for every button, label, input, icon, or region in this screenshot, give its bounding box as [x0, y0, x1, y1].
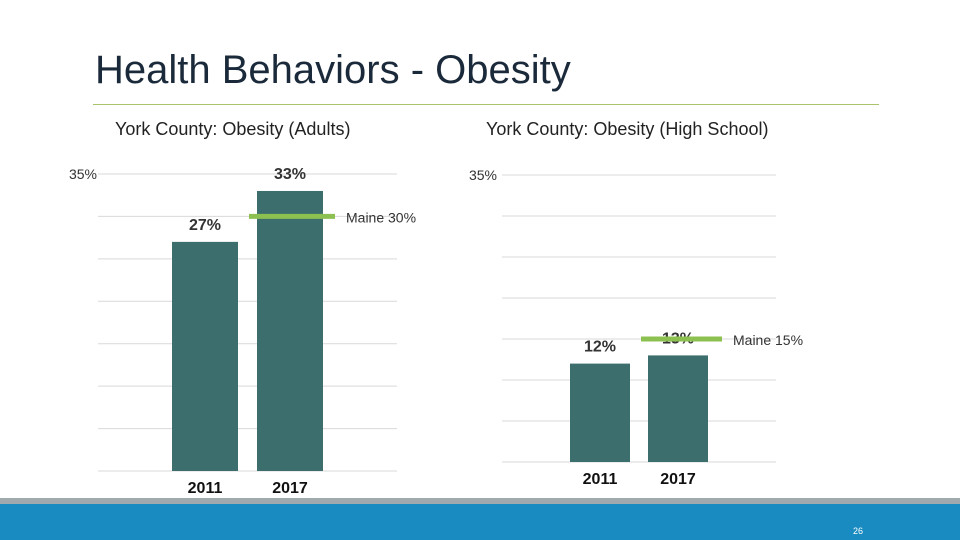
benchmark-label: Maine 30%	[346, 209, 416, 225]
bar-2011	[172, 241, 238, 471]
chart-title-high-school: York County: Obesity (High School)	[486, 119, 769, 139]
y-tick-label: 35%	[69, 166, 97, 182]
title-divider	[93, 104, 879, 105]
data-label: 27%	[189, 217, 221, 234]
data-label: 12%	[584, 339, 616, 356]
data-label: 33%	[274, 166, 306, 183]
bar-2011	[570, 363, 630, 462]
x-tick-label: 2017	[660, 471, 696, 488]
y-tick-label: 35%	[469, 167, 497, 183]
chart-title-adults: York County: Obesity (Adults)	[115, 119, 351, 139]
x-tick-label: 2011	[583, 471, 618, 488]
page-number: 26	[853, 526, 864, 536]
x-tick-label: 2017	[272, 480, 308, 497]
footer-gray-band	[0, 498, 960, 504]
bar-2017	[257, 190, 323, 471]
bar-2017	[648, 355, 708, 462]
x-tick-label: 2011	[188, 480, 223, 497]
page-title: Health Behaviors - Obesity	[95, 48, 571, 92]
benchmark-label: Maine 15%	[733, 332, 803, 348]
footer-blue-band	[0, 504, 960, 540]
